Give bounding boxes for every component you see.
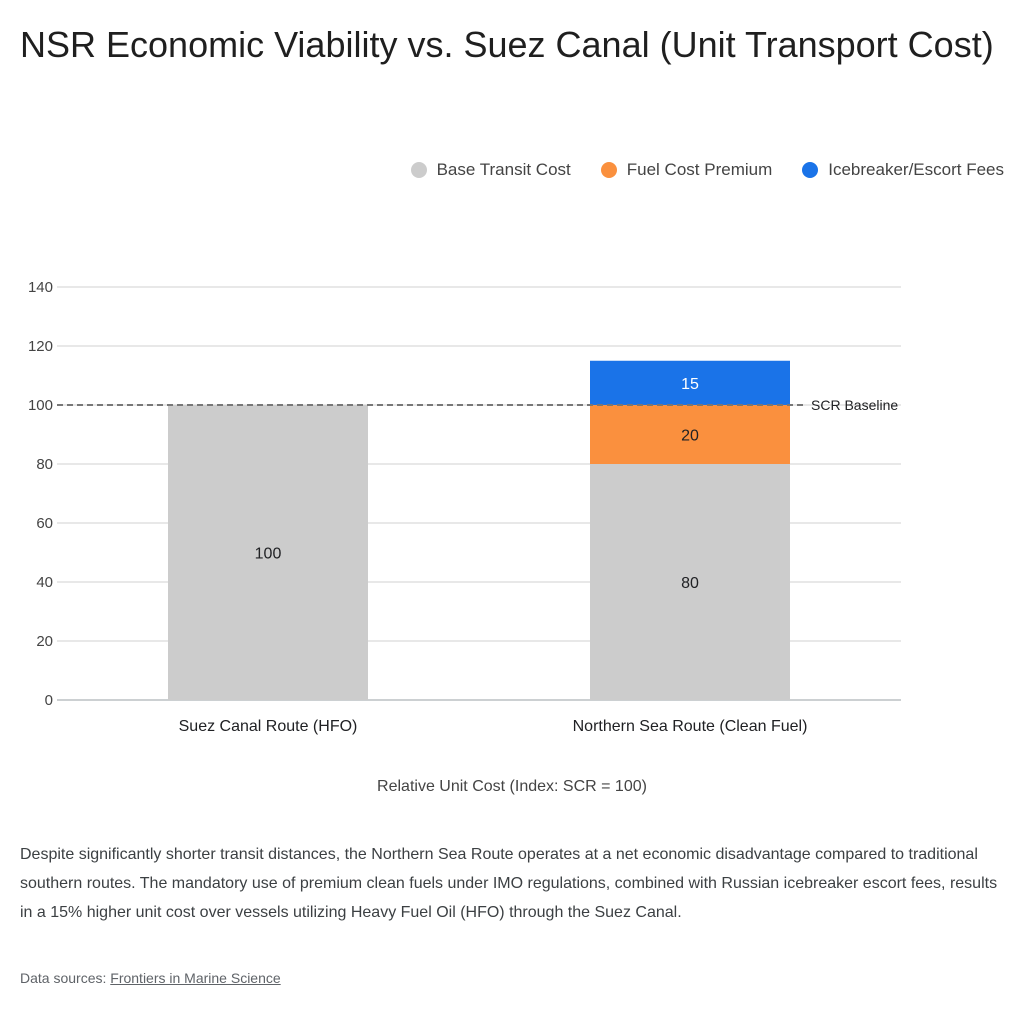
legend-label-fuel: Fuel Cost Premium — [626, 160, 773, 179]
y-tick-label: 40 — [36, 574, 53, 591]
source-link[interactable]: Frontiers in Marine Science — [110, 970, 281, 986]
sources-prefix: Data sources: — [20, 970, 107, 986]
chart-plot: 0 20 40 60 80 100 120 140 100 Suez Canal Route (H… — [28, 279, 901, 795]
y-tick-label: 120 — [28, 338, 53, 355]
x-tick-label: Northern Sea Route (Clean Fuel) — [573, 718, 808, 735]
y-tick-label: 140 — [28, 279, 53, 296]
legend-item-base[interactable]: Base Transit Cost — [410, 160, 571, 180]
reference-line-label: SCR Baseline — [811, 397, 898, 413]
y-tick-label: 20 — [36, 633, 53, 650]
y-tick-label: 60 — [36, 515, 53, 532]
y-tick-label: 100 — [28, 397, 53, 414]
bar-segment — [168, 405, 368, 700]
legend-swatch-fuel — [600, 162, 617, 178]
legend-label-icebreaker: Icebreaker/Escort Fees — [828, 160, 1004, 179]
data-label: 20 — [681, 428, 699, 445]
legend-item-fuel[interactable]: Fuel Cost Premium — [600, 160, 773, 180]
legend-swatch-icebreaker — [802, 162, 819, 178]
y-tick-label: 80 — [36, 456, 53, 473]
legend: Base Transit Cost Fuel Cost Premium Iceb… — [410, 160, 1004, 180]
data-label: 15 — [681, 376, 699, 393]
x-tick-label: Suez Canal Route (HFO) — [179, 718, 358, 735]
data-sources: Data sources: Frontiers in Marine Scienc… — [20, 970, 281, 986]
y-tick-label: 0 — [45, 692, 53, 709]
bar-segment — [590, 464, 790, 700]
bar-segment — [590, 405, 790, 464]
data-label: 80 — [681, 575, 699, 592]
chart-title: NSR Economic Viability vs. Suez Canal (U… — [20, 24, 994, 65]
legend-item-icebreaker[interactable]: Icebreaker/Escort Fees — [802, 160, 1004, 180]
legend-label-base: Base Transit Cost — [436, 160, 571, 179]
legend-swatch-base — [410, 162, 427, 178]
bar-segment — [590, 360, 790, 405]
x-axis-title: Relative Unit Cost (Index: SCR = 100) — [377, 778, 647, 795]
chart-description: Despite significantly shorter transit di… — [20, 846, 998, 921]
data-label: 100 — [255, 546, 282, 563]
